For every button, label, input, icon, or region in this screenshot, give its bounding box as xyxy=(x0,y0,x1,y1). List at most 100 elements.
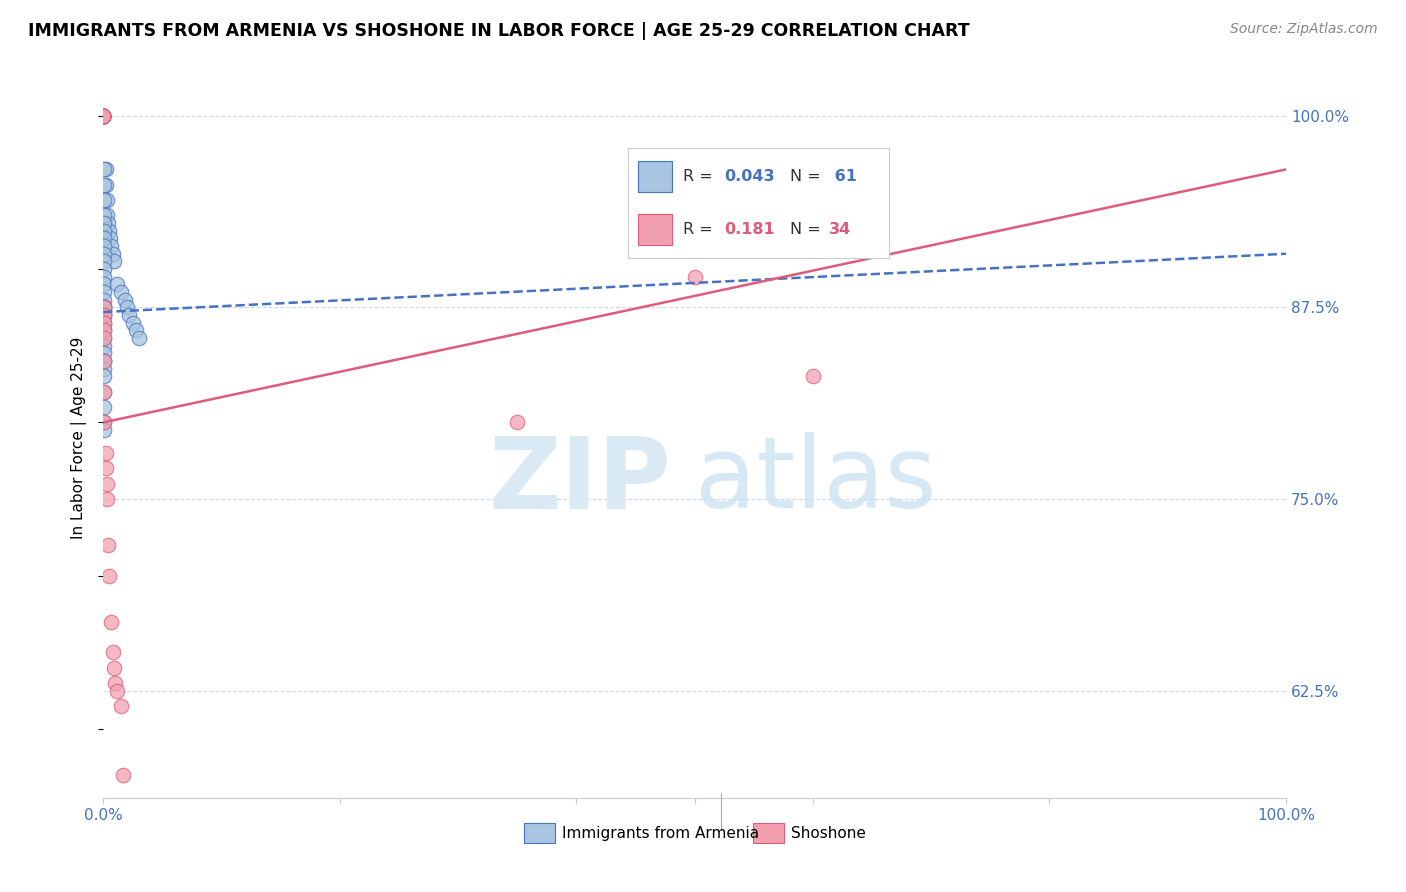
Point xyxy=(91,109,114,123)
Point xyxy=(94,178,117,192)
Point xyxy=(128,331,150,345)
Point xyxy=(93,416,115,430)
Point xyxy=(93,301,115,315)
Point xyxy=(91,109,114,123)
Point xyxy=(91,109,114,123)
Point xyxy=(100,615,122,629)
Point xyxy=(107,277,129,292)
Point xyxy=(93,308,115,322)
Point xyxy=(93,339,115,353)
Point xyxy=(96,209,118,223)
Text: atlas: atlas xyxy=(695,433,936,530)
Point xyxy=(125,323,148,337)
Text: N =: N = xyxy=(790,169,825,185)
Point xyxy=(93,269,115,284)
Text: IMMIGRANTS FROM ARMENIA VS SHOSHONE IN LABOR FORCE | AGE 25-29 CORRELATION CHART: IMMIGRANTS FROM ARMENIA VS SHOSHONE IN L… xyxy=(28,22,970,40)
Point xyxy=(93,354,115,368)
Point xyxy=(93,262,115,277)
Point xyxy=(91,109,114,123)
Point xyxy=(93,293,115,307)
Point xyxy=(96,193,118,207)
Point xyxy=(91,109,114,123)
Point xyxy=(93,231,115,245)
Point xyxy=(96,476,118,491)
Point xyxy=(91,109,114,123)
Point xyxy=(101,645,124,659)
Point xyxy=(107,683,129,698)
Point xyxy=(93,239,115,253)
Text: Shoshone: Shoshone xyxy=(792,826,866,840)
Point xyxy=(93,316,115,330)
Point xyxy=(91,109,114,123)
Point xyxy=(93,301,115,315)
Point xyxy=(114,293,136,307)
Point xyxy=(91,109,114,123)
Point xyxy=(91,109,114,123)
Point xyxy=(93,178,115,192)
Point xyxy=(93,193,115,207)
Point xyxy=(93,400,115,414)
Point xyxy=(93,246,115,260)
Point xyxy=(91,109,114,123)
Point xyxy=(93,416,115,430)
Point xyxy=(110,285,132,299)
Point xyxy=(93,162,115,177)
Point xyxy=(93,361,115,376)
Point xyxy=(96,492,118,507)
Point xyxy=(121,316,143,330)
Text: 0.043: 0.043 xyxy=(724,169,775,185)
Point xyxy=(93,384,115,399)
Point xyxy=(93,331,115,345)
Point xyxy=(91,109,114,123)
Point xyxy=(93,323,115,337)
Point xyxy=(91,109,114,123)
Point xyxy=(93,301,115,315)
Point xyxy=(101,246,124,260)
Text: 34: 34 xyxy=(830,222,852,237)
Point xyxy=(91,109,114,123)
Point xyxy=(506,416,529,430)
Point xyxy=(93,216,115,230)
Point xyxy=(98,568,121,582)
Text: R =: R = xyxy=(683,169,717,185)
Point xyxy=(93,285,115,299)
Point xyxy=(115,301,138,315)
Point xyxy=(104,676,127,690)
Point xyxy=(97,216,120,230)
Y-axis label: In Labor Force | Age 25-29: In Labor Force | Age 25-29 xyxy=(72,336,87,539)
Point xyxy=(118,308,141,322)
Point xyxy=(801,369,824,384)
Point xyxy=(98,231,121,245)
Point xyxy=(93,354,115,368)
Point xyxy=(93,277,115,292)
Point xyxy=(98,224,121,238)
Point xyxy=(100,239,122,253)
Point xyxy=(112,768,135,782)
Point xyxy=(103,254,125,268)
Point xyxy=(93,316,115,330)
Text: Source: ZipAtlas.com: Source: ZipAtlas.com xyxy=(1230,22,1378,37)
Text: 61: 61 xyxy=(830,169,858,185)
FancyBboxPatch shape xyxy=(638,214,672,245)
Point xyxy=(683,269,706,284)
Point xyxy=(93,301,115,315)
Point xyxy=(93,308,115,322)
Point xyxy=(91,109,114,123)
Point xyxy=(93,308,115,322)
Point xyxy=(91,109,114,123)
Point xyxy=(93,384,115,399)
FancyBboxPatch shape xyxy=(638,161,672,192)
Text: ZIP: ZIP xyxy=(488,433,671,530)
Text: R =: R = xyxy=(683,222,723,237)
Point xyxy=(94,461,117,475)
Point xyxy=(94,162,117,177)
Point xyxy=(94,446,117,460)
Point xyxy=(91,109,114,123)
Point xyxy=(93,254,115,268)
Point xyxy=(103,661,125,675)
Text: 0.181: 0.181 xyxy=(724,222,775,237)
Point xyxy=(91,109,114,123)
Text: N =: N = xyxy=(790,222,825,237)
Point xyxy=(93,423,115,437)
Point xyxy=(93,209,115,223)
